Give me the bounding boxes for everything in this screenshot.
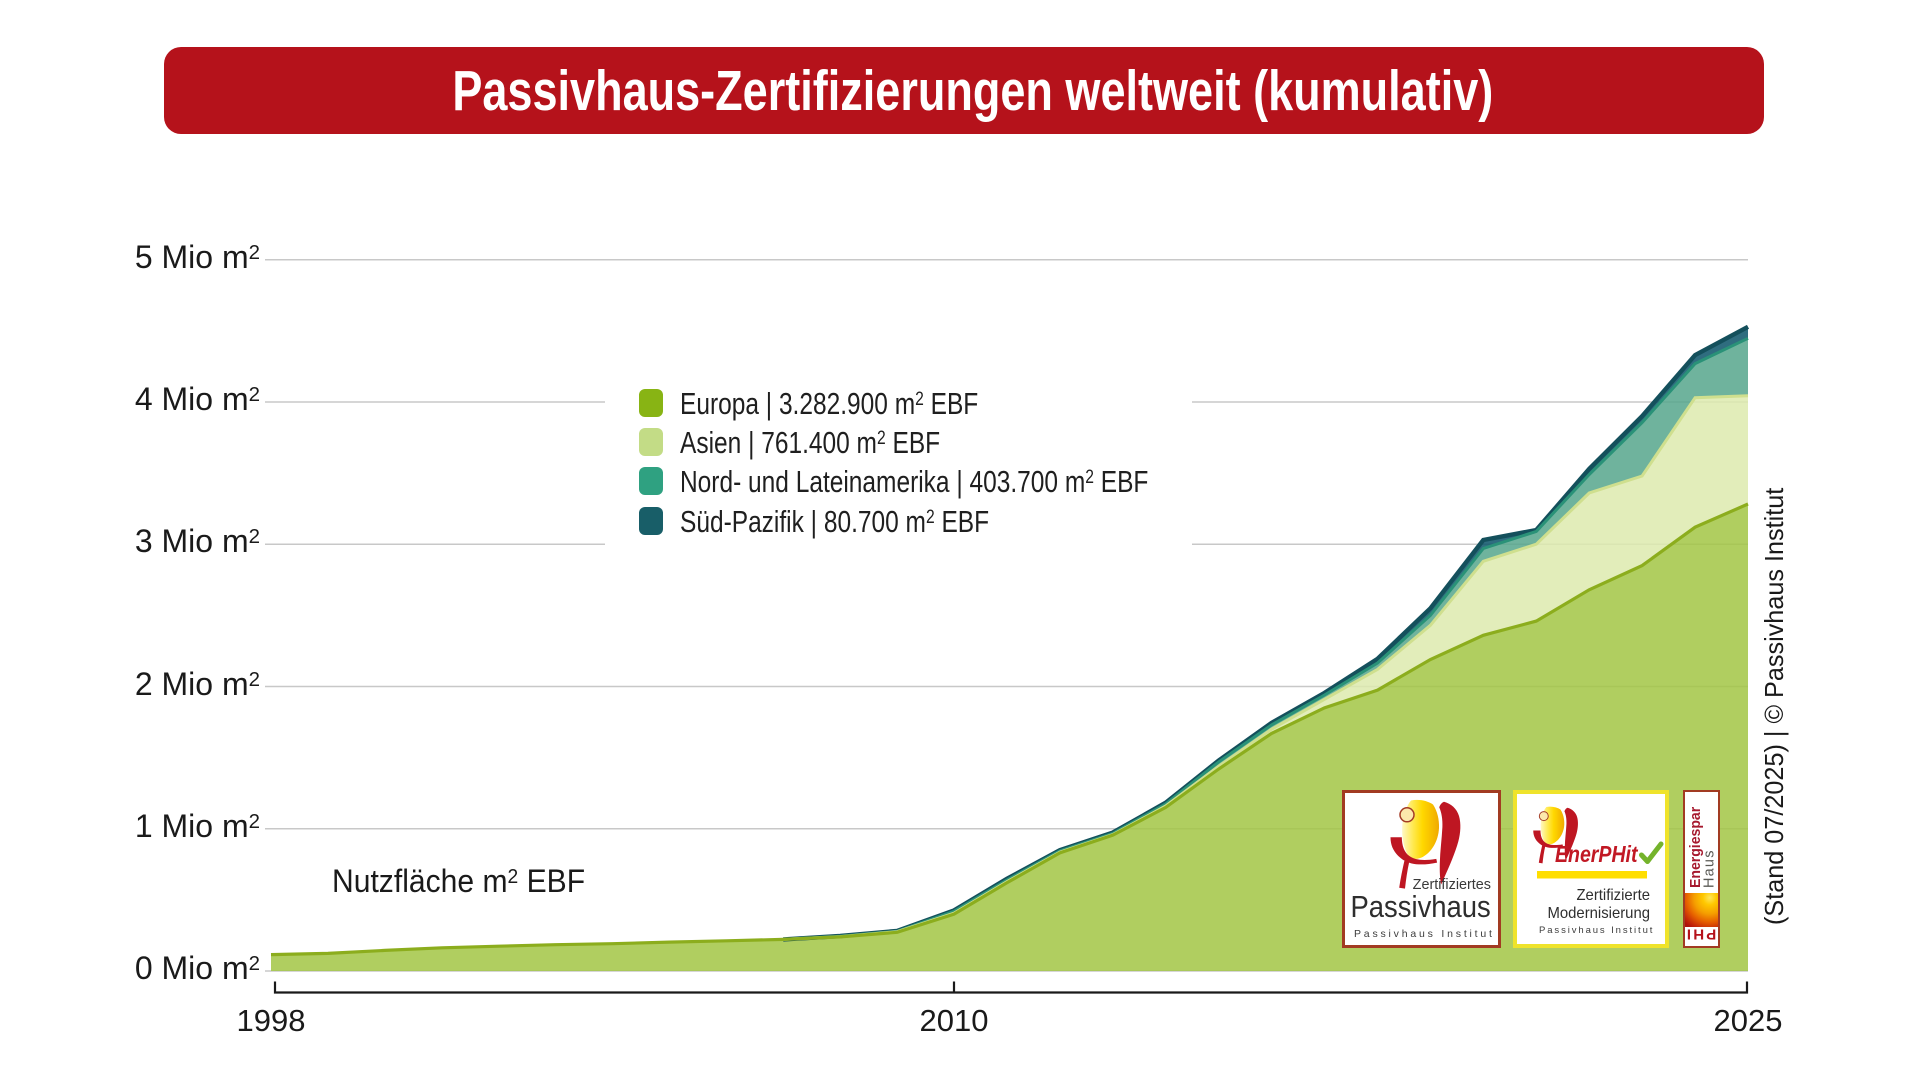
svg-text:Energiespar: Energiespar [1688,806,1704,888]
svg-text:Zertifiziertes: Zertifiziertes [1413,877,1491,893]
svg-text:Passivhaus Institut: Passivhaus Institut [1539,925,1654,936]
svg-text:EnerPHit: EnerPHit [1555,842,1638,868]
svg-text:Passivhaus: Passivhaus [1351,891,1491,925]
svg-text:PHI: PHI [1685,926,1716,943]
svg-text:Zertifizierte: Zertifizierte [1576,887,1650,905]
svg-text:Haus: Haus [1702,849,1718,888]
svg-text:Passivhaus Institut: Passivhaus Institut [1354,928,1495,940]
svg-text:Modernisierung: Modernisierung [1548,905,1650,923]
